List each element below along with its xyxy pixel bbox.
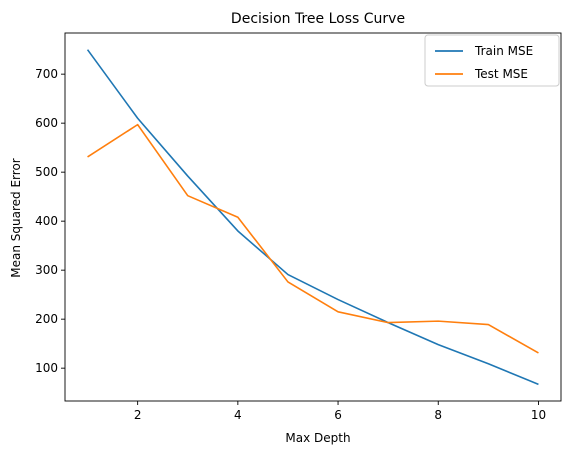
y-axis-ticks: 100 200 300 400 500 600 700 [35, 67, 65, 375]
y-tick-label: 100 [35, 361, 58, 375]
legend: Train MSE Test MSE [424, 34, 560, 87]
x-tick-label: 4 [234, 408, 242, 422]
plot-area [64, 32, 562, 402]
x-tick-label: 8 [434, 408, 442, 422]
series-line-train-mse [86, 49, 539, 386]
y-tick-label: 500 [35, 165, 58, 179]
axes-frame [64, 32, 562, 402]
series-layer [86, 49, 539, 386]
y-tick-label: 300 [35, 263, 58, 277]
x-axis-ticks: 2 4 6 8 10 [134, 401, 546, 422]
x-tick-label: 2 [134, 408, 142, 422]
x-tick-label: 10 [531, 408, 546, 422]
chart-title: Decision Tree Loss Curve [231, 11, 405, 27]
x-tick-label: 6 [334, 408, 342, 422]
legend-label-train-mse: Train MSE [474, 44, 533, 58]
y-tick-label: 200 [35, 312, 58, 326]
y-tick-label: 700 [35, 67, 58, 81]
x-axis-label: Max Depth [285, 431, 350, 445]
y-tick-label: 600 [35, 116, 58, 130]
y-axis-label: Mean Squared Error [9, 158, 23, 278]
y-tick-label: 400 [35, 214, 58, 228]
legend-label-test-mse: Test MSE [474, 67, 528, 81]
series-line-test-mse [87, 123, 539, 354]
